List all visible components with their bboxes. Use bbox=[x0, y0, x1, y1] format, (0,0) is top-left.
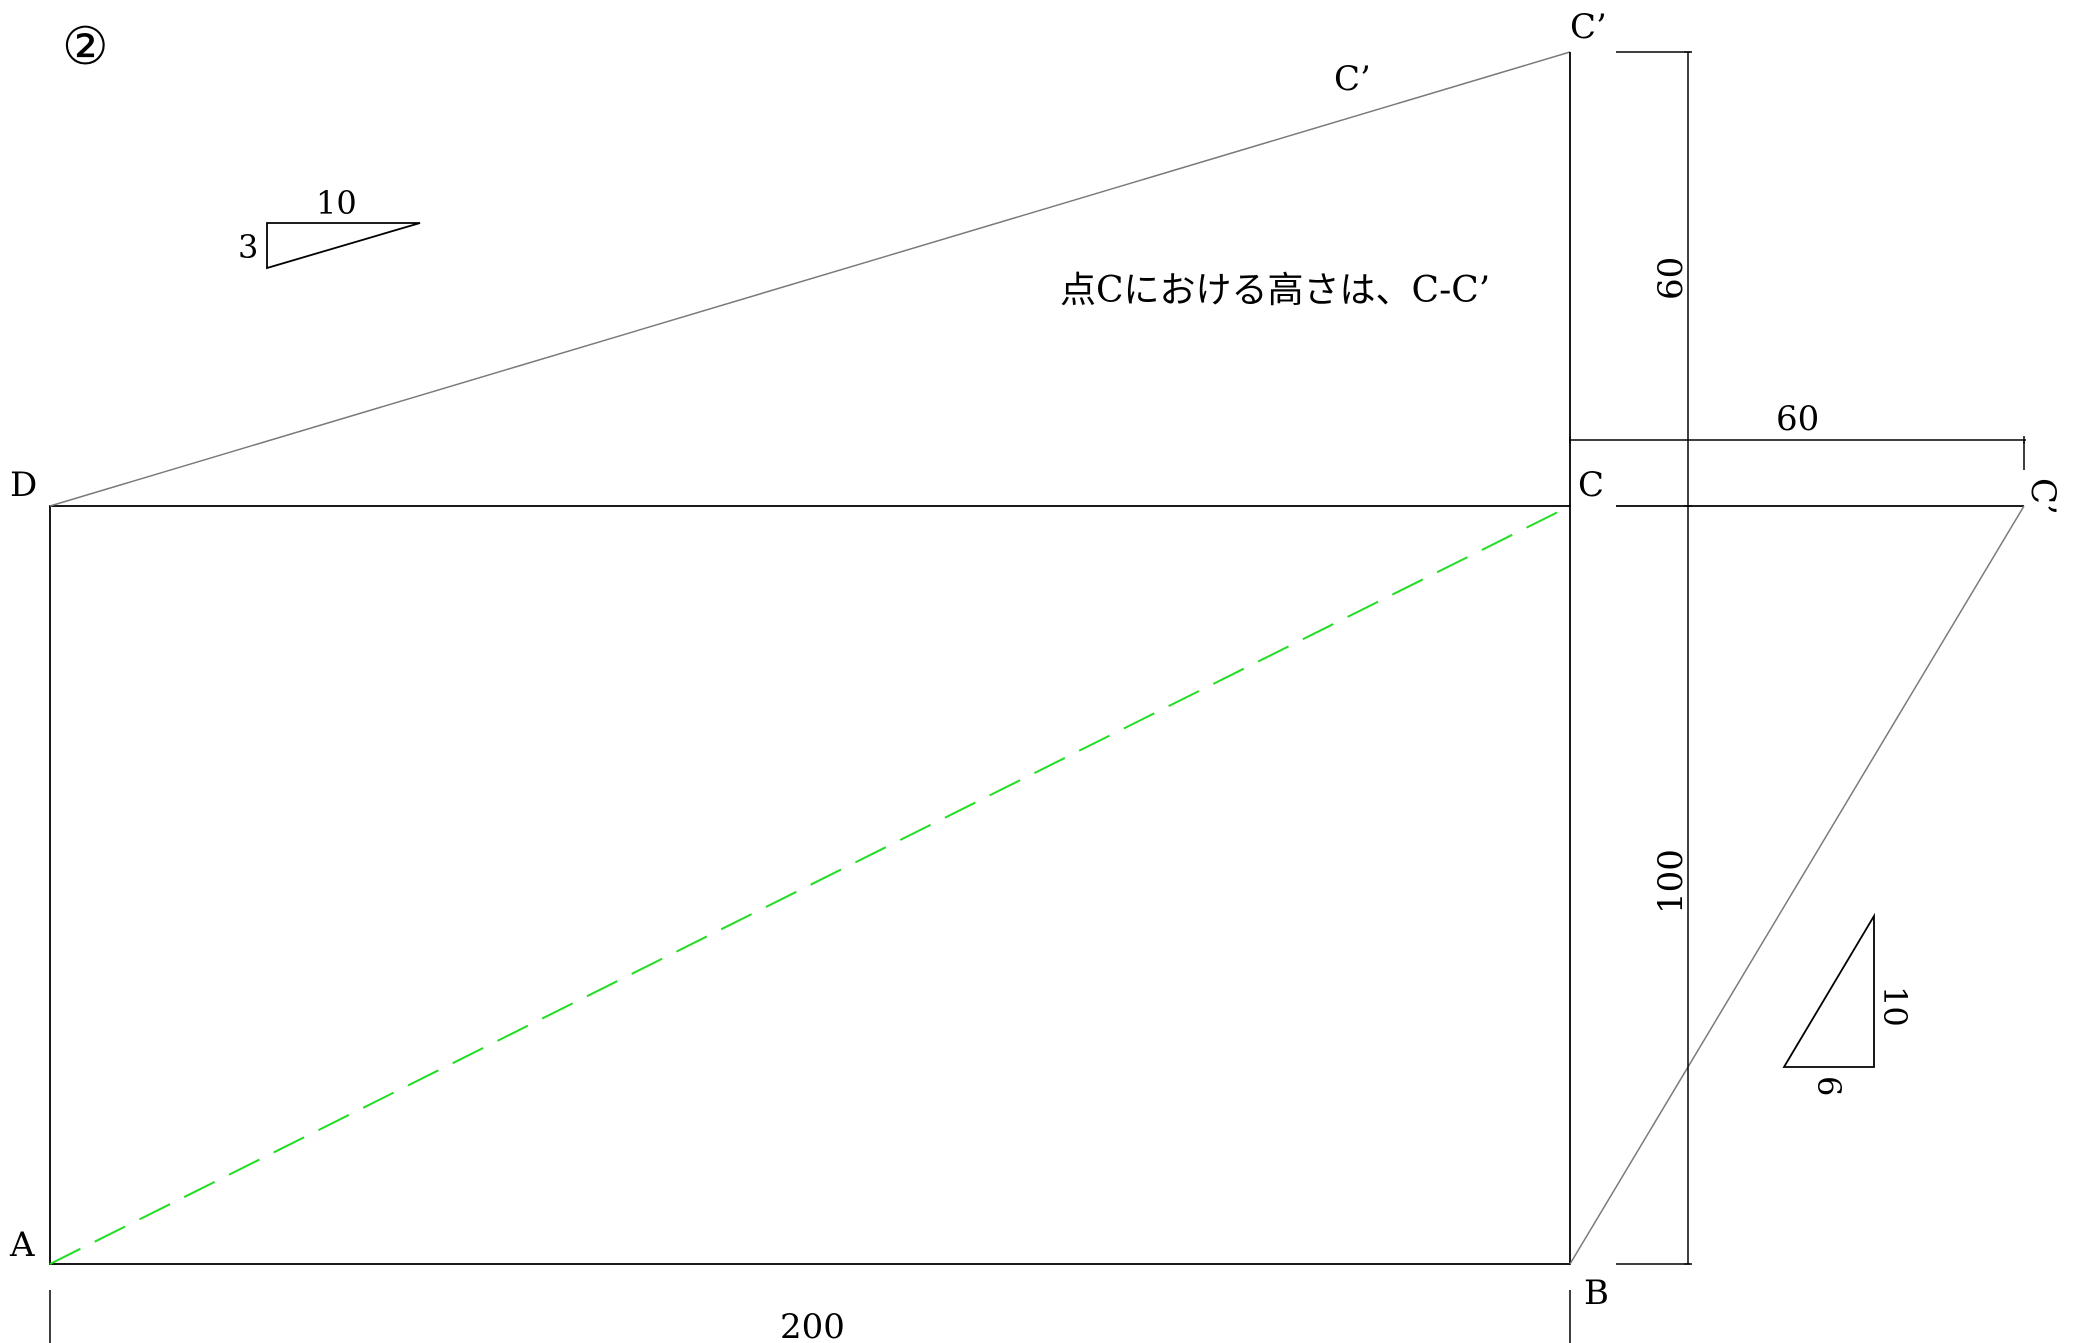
slope-line-d-cprime bbox=[49, 51, 1571, 507]
label-a: A bbox=[9, 1225, 35, 1265]
dim-text-bottom: 200 bbox=[780, 1307, 845, 1343]
label-c: C bbox=[1578, 465, 1604, 505]
label-b: B bbox=[1584, 1273, 1609, 1313]
slope-triangle-right bbox=[1782, 912, 1875, 1068]
slope-run-right: 6 bbox=[1810, 1076, 1848, 1096]
label-d: D bbox=[10, 465, 37, 505]
slope-rise-right: 10 bbox=[1876, 986, 1914, 1027]
label-c-prime-top: C’ bbox=[1570, 7, 1607, 47]
slope-triangle-top bbox=[266, 222, 421, 270]
label-c-prime-right: C’ bbox=[2023, 478, 2063, 515]
dim-text-upper: 60 bbox=[1651, 257, 1691, 300]
slope-line-b-cprime-right bbox=[1569, 505, 2025, 1265]
dim-text-lower: 100 bbox=[1651, 849, 1691, 914]
rectangle-abcd bbox=[49, 505, 1571, 1265]
figure-number: ② bbox=[62, 17, 109, 77]
label-c-prime-mid: C’ bbox=[1334, 59, 1371, 99]
diagonal-ac bbox=[49, 505, 1571, 1265]
dim-text-offset: 60 bbox=[1776, 399, 1819, 439]
slope-rise-top: 3 bbox=[238, 228, 258, 266]
slope-run-top: 10 bbox=[316, 184, 357, 222]
note-text: 点Cにおける高さは、C-C’ bbox=[1060, 270, 1490, 311]
